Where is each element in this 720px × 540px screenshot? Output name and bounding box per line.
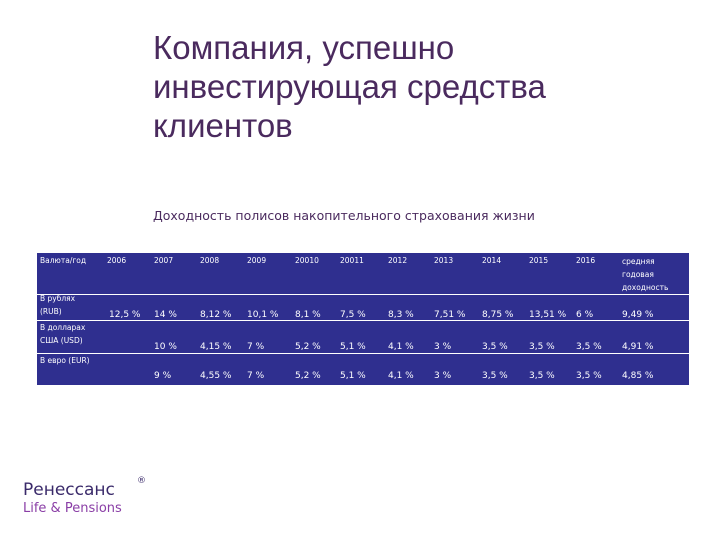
header-cell-average: средняя годовая доходность: [622, 257, 669, 292]
table-cell: 3 %: [434, 342, 452, 352]
header-cell: 20010: [295, 256, 319, 265]
title-line: клиентов: [153, 107, 293, 144]
table-cell: 12,5 %: [109, 310, 141, 320]
table-cell: 7 %: [247, 342, 265, 352]
header-cell: 2015: [529, 256, 549, 265]
table-cell: 10,1 %: [247, 310, 279, 320]
logo-name: Ренессанс ®: [23, 476, 146, 500]
header-cell: Валюта/год: [40, 256, 87, 265]
table-cell: 8,1 %: [295, 310, 321, 320]
header-cell: 2016: [576, 256, 596, 265]
table-cell: 4,91 %: [622, 342, 654, 352]
yield-table: Валюта/год 2006 2007 2008 2009 20010 200…: [37, 253, 689, 385]
header-cell: 2014: [482, 256, 502, 265]
header-cell: 2008: [200, 256, 220, 265]
header-cell: 20011: [340, 256, 364, 265]
table-divider: [37, 353, 689, 354]
table-cell: 5,2 %: [295, 342, 321, 352]
table-cell: 4,15 %: [200, 342, 232, 352]
table-divider: [37, 320, 689, 321]
logo-subtitle: Life & Pensions: [23, 501, 122, 516]
table-divider: [37, 294, 689, 295]
header-cell: 2009: [247, 256, 267, 265]
table-cell: 14 %: [154, 310, 177, 320]
table-cell: 3,5 %: [482, 371, 508, 381]
table-cell: 9 %: [154, 371, 172, 381]
table-cell: 8,3 %: [388, 310, 414, 320]
table-cell: 4,1 %: [388, 371, 414, 381]
table-caption: Доходность полисов накопительного страхо…: [153, 208, 535, 223]
table-cell: 6 %: [576, 310, 594, 320]
table-cell: 3,5 %: [576, 371, 602, 381]
table-cell: 4,85 %: [622, 371, 654, 381]
title-line: инвестирующая средства: [153, 68, 546, 105]
table-cell: 5,1 %: [340, 342, 366, 352]
row-label-rub: В рублях (RUB): [40, 294, 76, 316]
header-cell: 2006: [107, 256, 127, 265]
page-title: Компания, успешно инвестирующая средства…: [153, 28, 693, 145]
table-cell: 4,1 %: [388, 342, 414, 352]
table-cell: 7,5 %: [340, 310, 366, 320]
table-cell: 3,5 %: [529, 371, 555, 381]
table-cell: 5,2 %: [295, 371, 321, 381]
table-cell: 10 %: [154, 342, 177, 352]
brand-logo: Ренессанс ® Life & Pensions: [23, 476, 146, 516]
row-label-usd: В долларах США (USD): [40, 323, 86, 345]
table-cell: 4,55 %: [200, 371, 232, 381]
table-cell: 3,5 %: [529, 342, 555, 352]
table-cell: 3,5 %: [482, 342, 508, 352]
title-line: Компания, успешно: [153, 29, 455, 66]
header-cell: 2007: [154, 256, 174, 265]
table-cell: 7,51 %: [434, 310, 466, 320]
table-cell: 3 %: [434, 371, 452, 381]
table-cell: 8,12 %: [200, 310, 232, 320]
table-cell: 3,5 %: [576, 342, 602, 352]
header-cell: 2012: [388, 256, 408, 265]
table-cell: 13,51 %: [529, 310, 567, 320]
table-cell: 9,49 %: [622, 310, 654, 320]
table-cell: 7 %: [247, 371, 265, 381]
registered-mark: ®: [137, 476, 146, 486]
table-cell: 8,75 %: [482, 310, 514, 320]
row-label-eur: В евро (EUR): [40, 356, 90, 365]
header-cell: 2013: [434, 256, 454, 265]
table-cell: 5,1 %: [340, 371, 366, 381]
